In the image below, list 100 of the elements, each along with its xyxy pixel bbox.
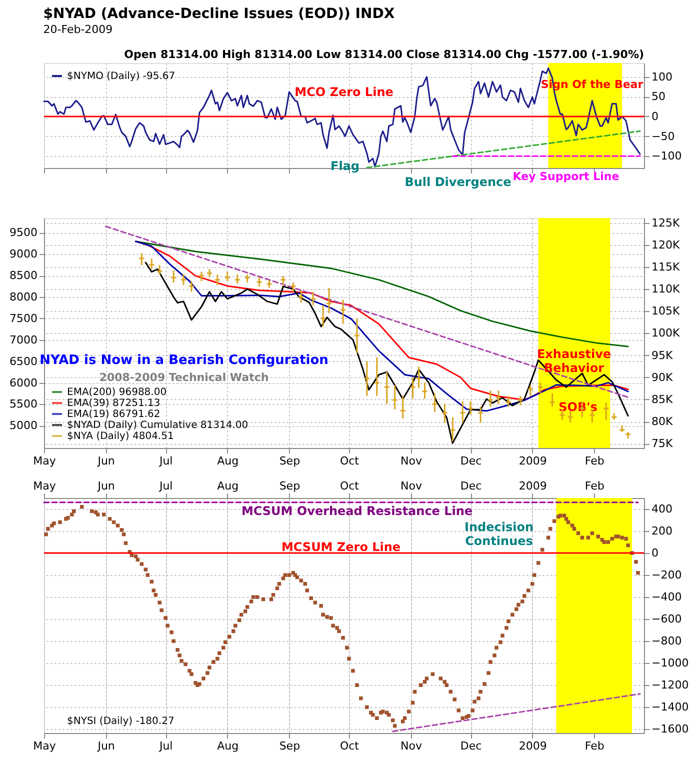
candlestick bbox=[171, 270, 176, 284]
candlestick bbox=[181, 274, 186, 286]
y-tick-label: −1200 bbox=[652, 678, 689, 692]
x-tick-label: May bbox=[33, 480, 56, 492]
candlestick bbox=[604, 402, 609, 421]
x-tick-label: Aug bbox=[217, 480, 239, 492]
x-tick-label: Jun bbox=[96, 454, 115, 468]
candlestick bbox=[384, 371, 390, 405]
legend-label: EMA(19) 86791.62 bbox=[67, 409, 160, 420]
y-tick-label: 8000 bbox=[10, 290, 38, 304]
candlestick bbox=[189, 280, 194, 293]
y2-tick-label: 85K bbox=[652, 392, 674, 406]
y-tick-label: 9500 bbox=[10, 226, 38, 240]
y2-tick-label: 120K bbox=[652, 238, 680, 252]
legend-label: $NYMO (Daily) -95.67 bbox=[67, 71, 176, 82]
y-tick-label: 5500 bbox=[10, 398, 38, 411]
candlestick bbox=[422, 382, 428, 400]
x-tick-label: Nov bbox=[400, 480, 422, 492]
y-tick-label: −50 bbox=[652, 130, 675, 143]
x-tick-label: Aug bbox=[217, 454, 239, 468]
candlestick bbox=[478, 406, 484, 424]
candlestick bbox=[400, 395, 406, 420]
annotation: Flag bbox=[330, 159, 360, 173]
candlestick bbox=[550, 392, 555, 408]
y2-tick-label: 75K bbox=[652, 437, 674, 450]
y-tick-label: 6000 bbox=[10, 376, 38, 390]
x-tick-label: Sep bbox=[279, 454, 300, 468]
candlestick bbox=[410, 376, 416, 400]
y-tick-label: −600 bbox=[652, 612, 682, 626]
text: Open 81314.00 High 81314.00 Low 81314.00 Close 81314.00 Chg -1577.00 (-1.90%) bbox=[124, 48, 644, 61]
y-tick-label: 5000 bbox=[10, 419, 38, 432]
y-tick-label: 6500 bbox=[10, 354, 38, 368]
x-tick-label: Jun bbox=[96, 480, 115, 492]
x2-tick-label: Aug bbox=[217, 740, 239, 752]
x-tick-label: Dec bbox=[460, 480, 482, 492]
y-tick-label: 400 bbox=[652, 502, 672, 516]
y2-tick-label: 105K bbox=[652, 304, 680, 318]
candlestick bbox=[198, 271, 204, 282]
y-tick-label: 9000 bbox=[10, 248, 38, 261]
x-tick-label: Nov bbox=[400, 454, 422, 468]
text: $NYSI (Daily) -180.27 bbox=[67, 716, 174, 727]
legend-label: $NYA (Daily) 4804.51 bbox=[67, 431, 174, 442]
y2-tick-label: 100K bbox=[652, 326, 680, 340]
candlestick bbox=[320, 304, 326, 328]
candlestick bbox=[214, 274, 220, 286]
annotation: MCO Zero Line bbox=[294, 85, 394, 99]
y-tick-label: 200 bbox=[652, 524, 672, 538]
y-tick-label: −100 bbox=[652, 150, 682, 163]
y-tick-label: 50 bbox=[652, 90, 666, 104]
candlestick bbox=[157, 264, 162, 276]
y-tick-label: 100 bbox=[652, 70, 672, 84]
x2-tick-label: May bbox=[33, 740, 56, 752]
candlestick bbox=[518, 395, 523, 406]
annotation: MCSUM Overhead Resistance Line bbox=[241, 504, 473, 518]
chart-subtitle: 20-Feb-2009 bbox=[43, 23, 113, 36]
candlestick bbox=[488, 390, 494, 408]
x-tick-label: Oct bbox=[340, 454, 360, 468]
candlestick bbox=[340, 299, 346, 325]
candlestick bbox=[326, 287, 332, 314]
y2-tick-label: 90K bbox=[652, 370, 674, 384]
y-tick-label: 7000 bbox=[10, 333, 38, 346]
x-tick-label: 2009 bbox=[518, 454, 547, 468]
candlestick bbox=[290, 282, 296, 293]
candlestick bbox=[374, 356, 380, 397]
x2-tick-label: Nov bbox=[400, 740, 422, 752]
annotation: NYAD is Now in a Bearish Configuration bbox=[40, 353, 328, 368]
y2-tick-label: 115K bbox=[652, 260, 680, 274]
candlestick bbox=[442, 403, 448, 424]
x2-tick-label: 2009 bbox=[518, 740, 547, 752]
legend-label: EMA(200) 96988.00 bbox=[67, 387, 167, 398]
candlestick bbox=[432, 392, 438, 413]
candlestick bbox=[149, 258, 154, 270]
annotation: Indecision Continues bbox=[464, 520, 534, 548]
annotation: MCSUM Zero Line bbox=[281, 540, 401, 554]
y-tick-label: −800 bbox=[652, 634, 682, 648]
x-tick-label: May bbox=[33, 454, 56, 468]
candlestick bbox=[256, 276, 262, 288]
text: Bull Divergence bbox=[404, 175, 512, 189]
y-tick-label: 7500 bbox=[10, 312, 38, 325]
y2-tick-label: 80K bbox=[652, 415, 674, 428]
x2-tick-label: Oct bbox=[340, 740, 360, 752]
candlestick bbox=[416, 366, 422, 389]
y-tick-label: −200 bbox=[652, 568, 682, 582]
line-series bbox=[134, 240, 629, 348]
x2-tick-label: Jul bbox=[158, 740, 173, 752]
candlestick bbox=[224, 271, 230, 282]
x2-tick-label: Feb bbox=[584, 740, 604, 752]
y2-tick-label: 95K bbox=[652, 348, 674, 362]
y-tick-label: 0 bbox=[652, 110, 658, 123]
text: Key Support Line bbox=[512, 170, 620, 183]
candlestick bbox=[139, 252, 144, 266]
candlestick bbox=[538, 382, 543, 394]
chart-title: $NYAD (Advance-Decline Issues (EOD)) INDX bbox=[43, 6, 395, 22]
candlestick bbox=[364, 360, 370, 397]
candlestick bbox=[310, 291, 316, 306]
y-tick-label: 0 bbox=[652, 546, 658, 560]
candlestick bbox=[234, 274, 240, 285]
annotation: SOB's bbox=[558, 400, 598, 414]
candlestick bbox=[280, 275, 286, 286]
y2-tick-label: 125K bbox=[652, 216, 680, 230]
